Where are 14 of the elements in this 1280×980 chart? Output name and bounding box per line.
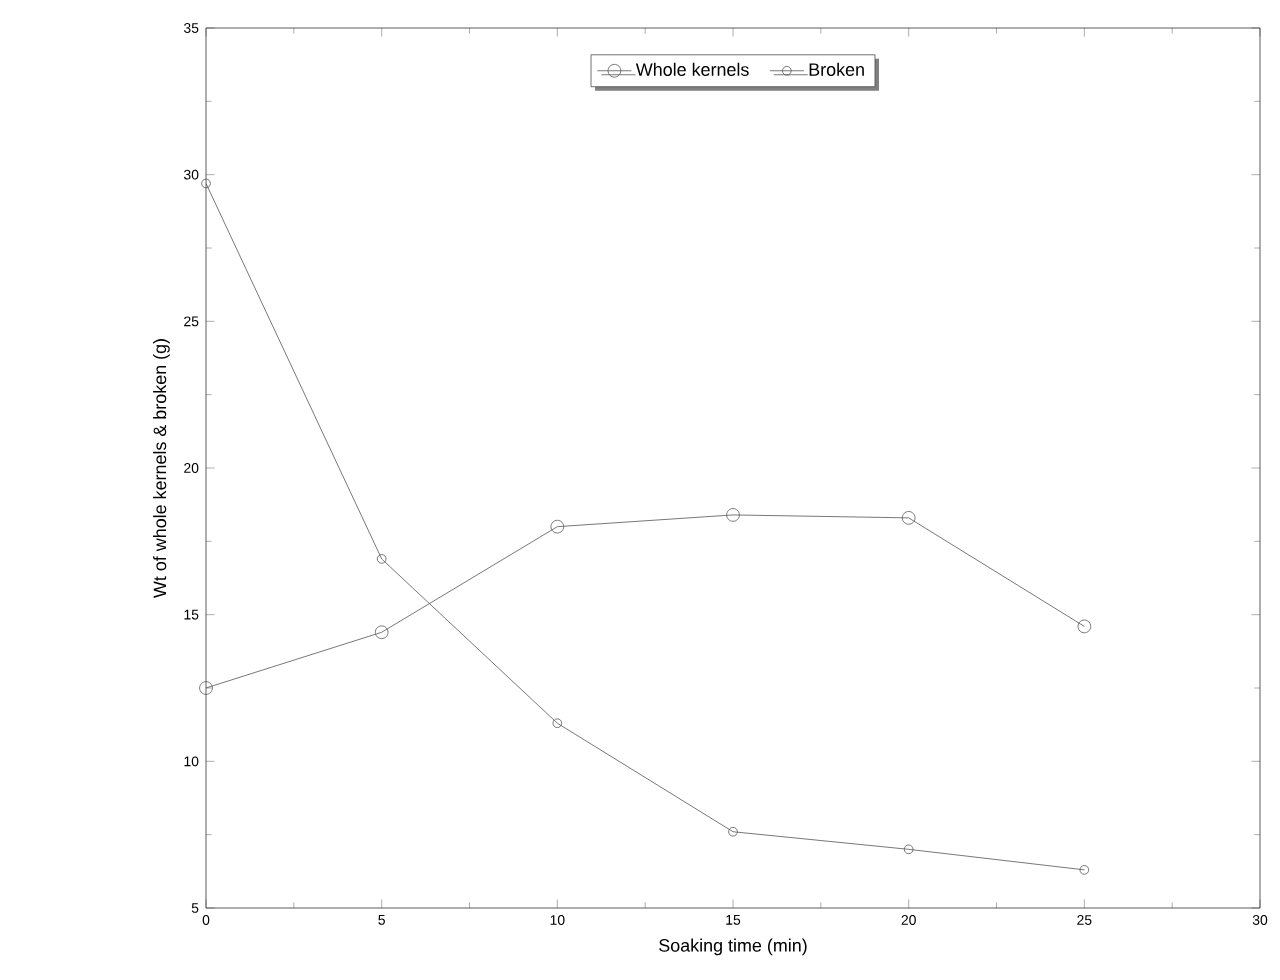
point xyxy=(903,844,914,855)
point xyxy=(552,718,563,728)
point xyxy=(376,554,387,564)
point xyxy=(374,625,389,640)
point xyxy=(728,826,738,837)
y-axis-title: Wt of whole kernels & broken (g) xyxy=(153,339,170,598)
point xyxy=(901,511,916,525)
x-axis-title: Soaking time (min) xyxy=(659,938,807,956)
legend-label: Broken xyxy=(809,62,864,76)
point xyxy=(1077,619,1092,634)
point xyxy=(726,508,740,522)
point xyxy=(550,519,565,534)
point xyxy=(199,681,213,695)
legend-label: Whole kernels xyxy=(635,62,749,76)
